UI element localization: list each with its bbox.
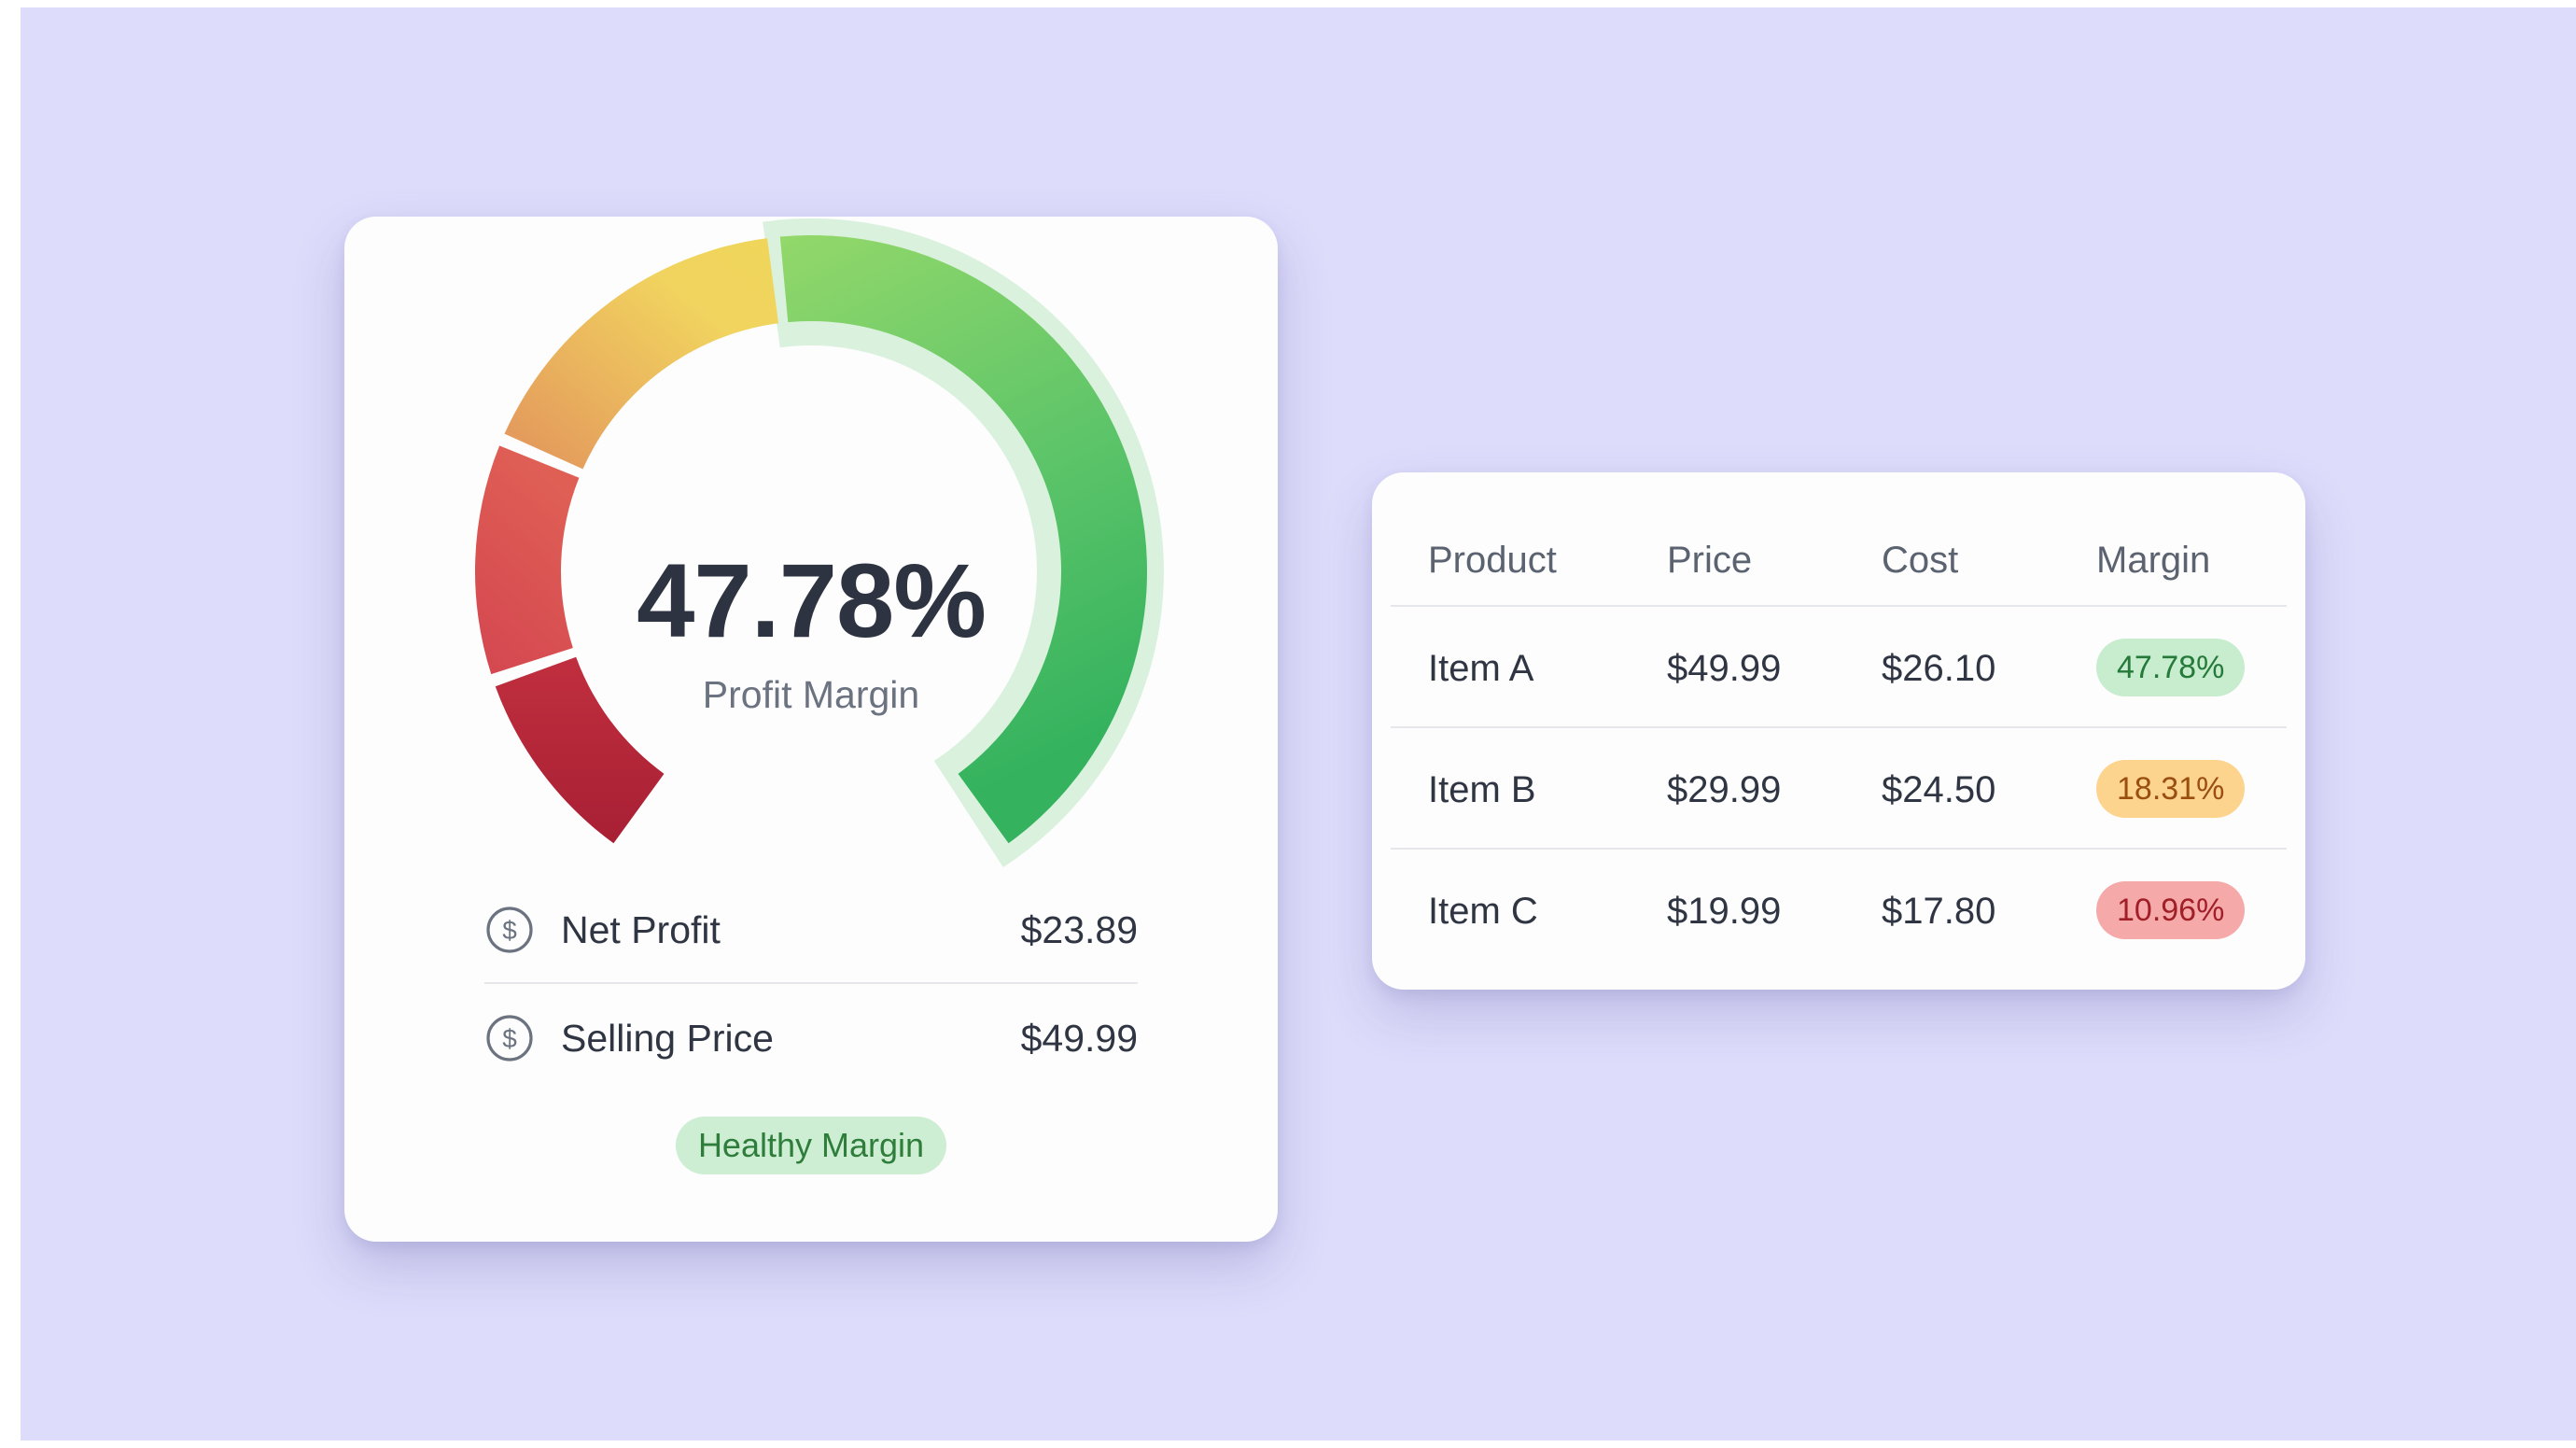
header-price: Price	[1667, 540, 1753, 581]
cost-cell: $26.10	[1882, 648, 1996, 689]
dollar-circle-icon: $	[486, 1015, 533, 1061]
margin-value: 47.78%	[637, 542, 987, 659]
net-profit-label: Net Profit	[561, 907, 721, 951]
header-margin: Margin	[2096, 540, 2211, 581]
net-profit-row: $ Net Profit $23.89	[484, 902, 1138, 958]
selling-price-label: Selling Price	[561, 1016, 774, 1060]
svg-text:$: $	[502, 1024, 517, 1053]
gauge-segment-red	[475, 445, 580, 675]
selling-price-row: $ Selling Price $49.99	[484, 1010, 1138, 1066]
price-cell: $49.99	[1667, 648, 1782, 689]
product-cell: Item B	[1428, 769, 1536, 810]
selling-price-value: $49.99	[1020, 1016, 1138, 1060]
product-cell: Item A	[1428, 648, 1534, 689]
table-row: Item A $49.99 $26.10 47.78%	[1372, 605, 2305, 726]
net-profit-value: $23.89	[1020, 907, 1138, 951]
header-product: Product	[1428, 540, 1557, 581]
canvas-background: 47.78% Profit Margin $ Net Profit $23.89…	[21, 7, 2576, 1441]
header-cost: Cost	[1882, 540, 1959, 581]
margin-caption: Profit Margin	[702, 673, 920, 716]
gauge-segment-green	[779, 235, 1147, 844]
stat-divider	[484, 982, 1138, 984]
table-row: Item B $29.99 $24.50 18.31%	[1372, 726, 2305, 848]
gauge-segment-yellow	[504, 238, 779, 470]
profit-margin-card: 47.78% Profit Margin $ Net Profit $23.89…	[344, 217, 1278, 1242]
table-divider	[1391, 726, 2287, 728]
price-cell: $19.99	[1667, 891, 1782, 932]
gauge-segment-red-dark	[495, 656, 665, 844]
table-header: Product Price Cost Margin	[1372, 472, 2305, 605]
margin-badge: 18.31%	[2096, 760, 2246, 818]
price-cell: $29.99	[1667, 769, 1782, 810]
table-divider	[1391, 605, 2287, 607]
margin-badge: 47.78%	[2096, 639, 2246, 696]
product-margin-table: Product Price Cost Margin Item A $49.99 …	[1372, 472, 2305, 990]
table-divider	[1391, 848, 2287, 850]
dollar-circle-icon: $	[486, 907, 533, 953]
svg-text:$: $	[502, 916, 517, 945]
status-badge: Healthy Margin	[676, 1117, 946, 1174]
margin-gauge	[475, 218, 1164, 868]
product-cell: Item C	[1428, 891, 1538, 932]
table-row: Item C $19.99 $17.80 10.96%	[1372, 848, 2305, 969]
margin-badge: 10.96%	[2096, 881, 2246, 939]
cost-cell: $17.80	[1882, 891, 1996, 932]
cost-cell: $24.50	[1882, 769, 1996, 810]
